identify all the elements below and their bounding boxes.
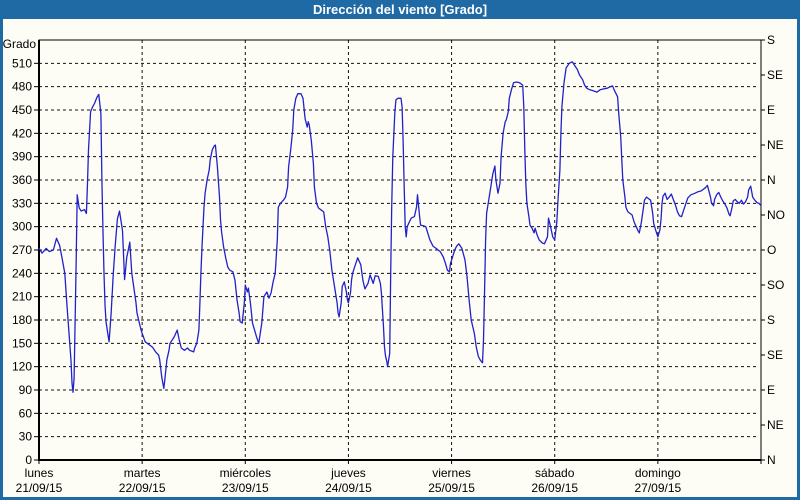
x-axis-date-label: 24/09/15 — [325, 481, 372, 495]
series-line — [38, 61, 762, 393]
y-axis-left: 0 30 60 90 120 150 180 210 240 270 300 330 360 390 420… — [12, 56, 39, 467]
grid-vertical — [141, 40, 659, 460]
compass-tick-label: E — [767, 383, 775, 397]
y-axis-tick-label: 450 — [12, 103, 32, 117]
compass-tick-label: N — [767, 173, 776, 187]
x-axis-date-label: 22/09/15 — [119, 481, 166, 495]
wind-direction-series — [38, 61, 762, 393]
y-axis-tick-label: 180 — [12, 313, 32, 327]
y-axis-right: S SE E NE N NO O SO S SE E NE N — [761, 33, 785, 467]
y-axis-tick-label: 390 — [12, 150, 32, 164]
y-axis-tick-label: 420 — [12, 126, 32, 140]
x-axis-date-label: 27/09/15 — [634, 481, 681, 495]
x-axis-day-label: viernes — [432, 466, 471, 480]
y-axis-tick-label: 90 — [19, 383, 33, 397]
x-axis-day-label: sábado — [535, 466, 575, 480]
plot-area: 0 30 60 90 120 150 180 210 240 270 300 330 360 390 420… — [12, 33, 785, 495]
x-axis-date-label: 21/09/15 — [16, 481, 63, 495]
x-axis-day-label: domingo — [635, 466, 681, 480]
x-axis-date-label: 26/09/15 — [531, 481, 578, 495]
y-axis-tick-label: 510 — [12, 56, 32, 70]
y-axis-tick-label: 30 — [19, 430, 33, 444]
compass-tick-label: O — [767, 243, 776, 257]
y-axis-tick-label: 210 — [12, 290, 32, 304]
y-axis-tick-label: 300 — [12, 220, 32, 234]
compass-tick-label: NE — [767, 418, 784, 432]
x-axis-day-label: lunes — [25, 466, 54, 480]
chart-title: Dirección del viento [Grado] — [313, 2, 487, 17]
x-axis-day-label: miércoles — [220, 466, 271, 480]
y-axis-tick-label: 240 — [12, 266, 32, 280]
compass-tick-label: N — [767, 453, 776, 467]
grid-horizontal — [39, 62, 758, 438]
y-axis-tick-label: 480 — [12, 80, 32, 94]
compass-tick-label: NO — [767, 208, 785, 222]
y-axis-tick-label: 330 — [12, 196, 32, 210]
window-titlebar — [0, 0, 800, 19]
compass-tick-label: SE — [767, 68, 783, 82]
compass-tick-label: S — [767, 313, 775, 327]
y-axis-tick-label: 360 — [12, 173, 32, 187]
compass-tick-label: NE — [767, 138, 784, 152]
y-axis-unit-label: Grado — [3, 37, 37, 51]
x-axis-date-label: 23/09/15 — [222, 481, 269, 495]
compass-tick-label: E — [767, 103, 775, 117]
y-axis-tick-label: 0 — [25, 453, 32, 467]
y-axis-tick-label: 120 — [12, 360, 32, 374]
x-axis-date-label: 25/09/15 — [428, 481, 475, 495]
x-axis-day-label: jueves — [330, 466, 366, 480]
compass-tick-label: SO — [767, 278, 784, 292]
y-axis-tick-label: 60 — [19, 406, 33, 420]
compass-tick-label: S — [767, 33, 775, 47]
x-axis-day-label: martes — [124, 466, 161, 480]
compass-tick-label: SE — [767, 348, 783, 362]
y-axis-tick-label: 270 — [12, 243, 32, 257]
y-axis-tick-label: 150 — [12, 336, 32, 350]
